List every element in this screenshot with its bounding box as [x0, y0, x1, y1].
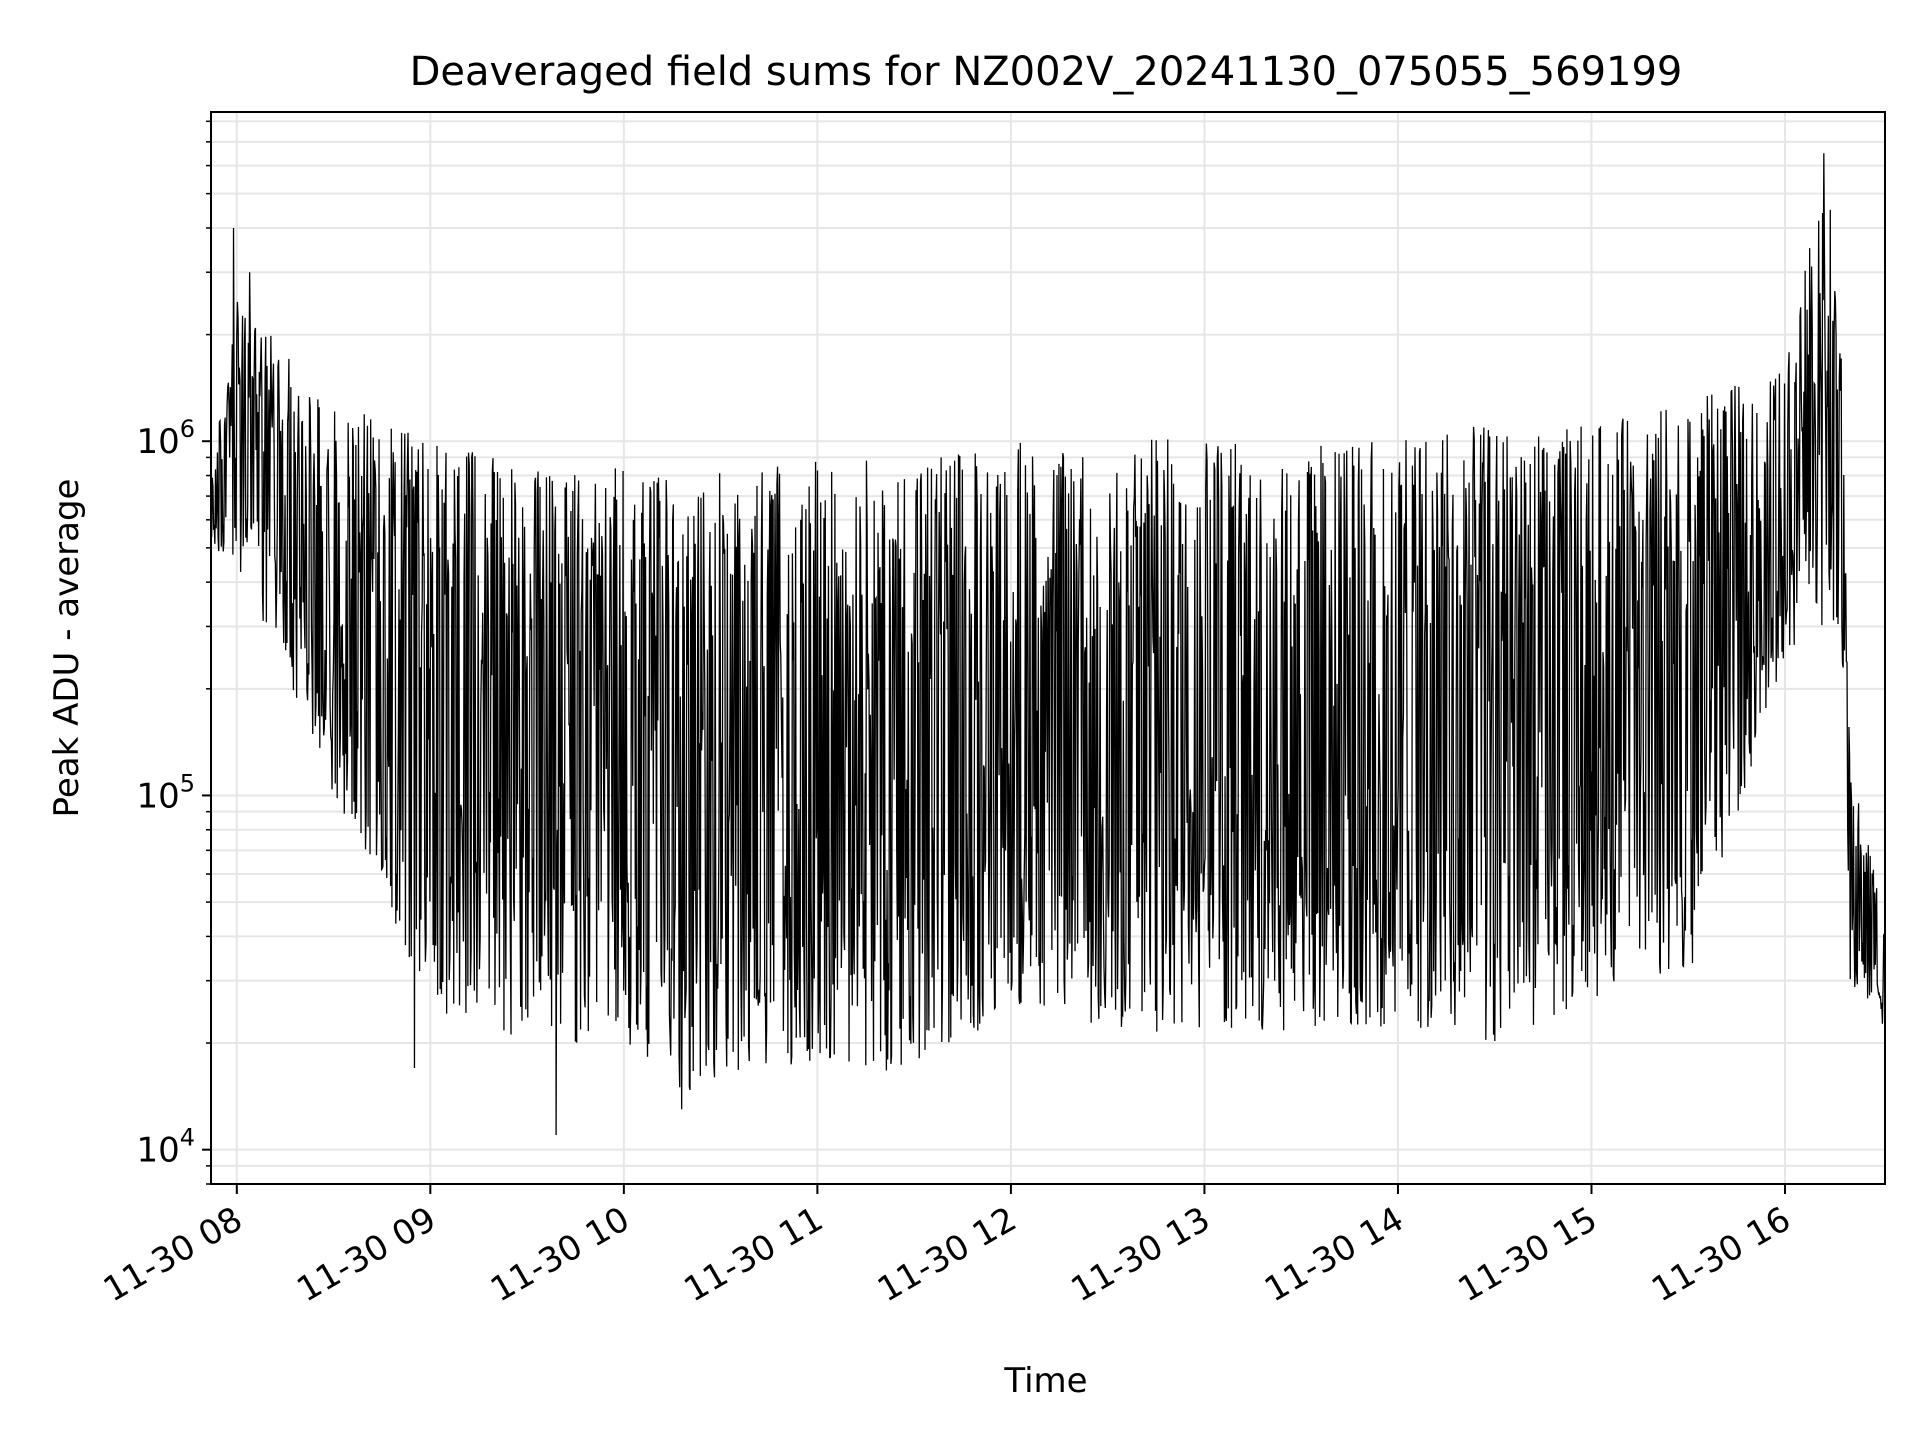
y-tick-label: 104 — [136, 1124, 195, 1171]
plot-frame — [210, 111, 1886, 1185]
chart-title: Deaveraged field sums for NZ002V_2024113… — [410, 49, 1683, 95]
y-tick-label: 106 — [136, 415, 195, 462]
y-tick-label: 105 — [136, 769, 195, 816]
y-axis-label: Peak ADU - average — [47, 479, 87, 818]
series-path — [210, 153, 1886, 1136]
x-axis-label: Time — [1003, 1361, 1087, 1401]
series-line — [210, 153, 1886, 1136]
